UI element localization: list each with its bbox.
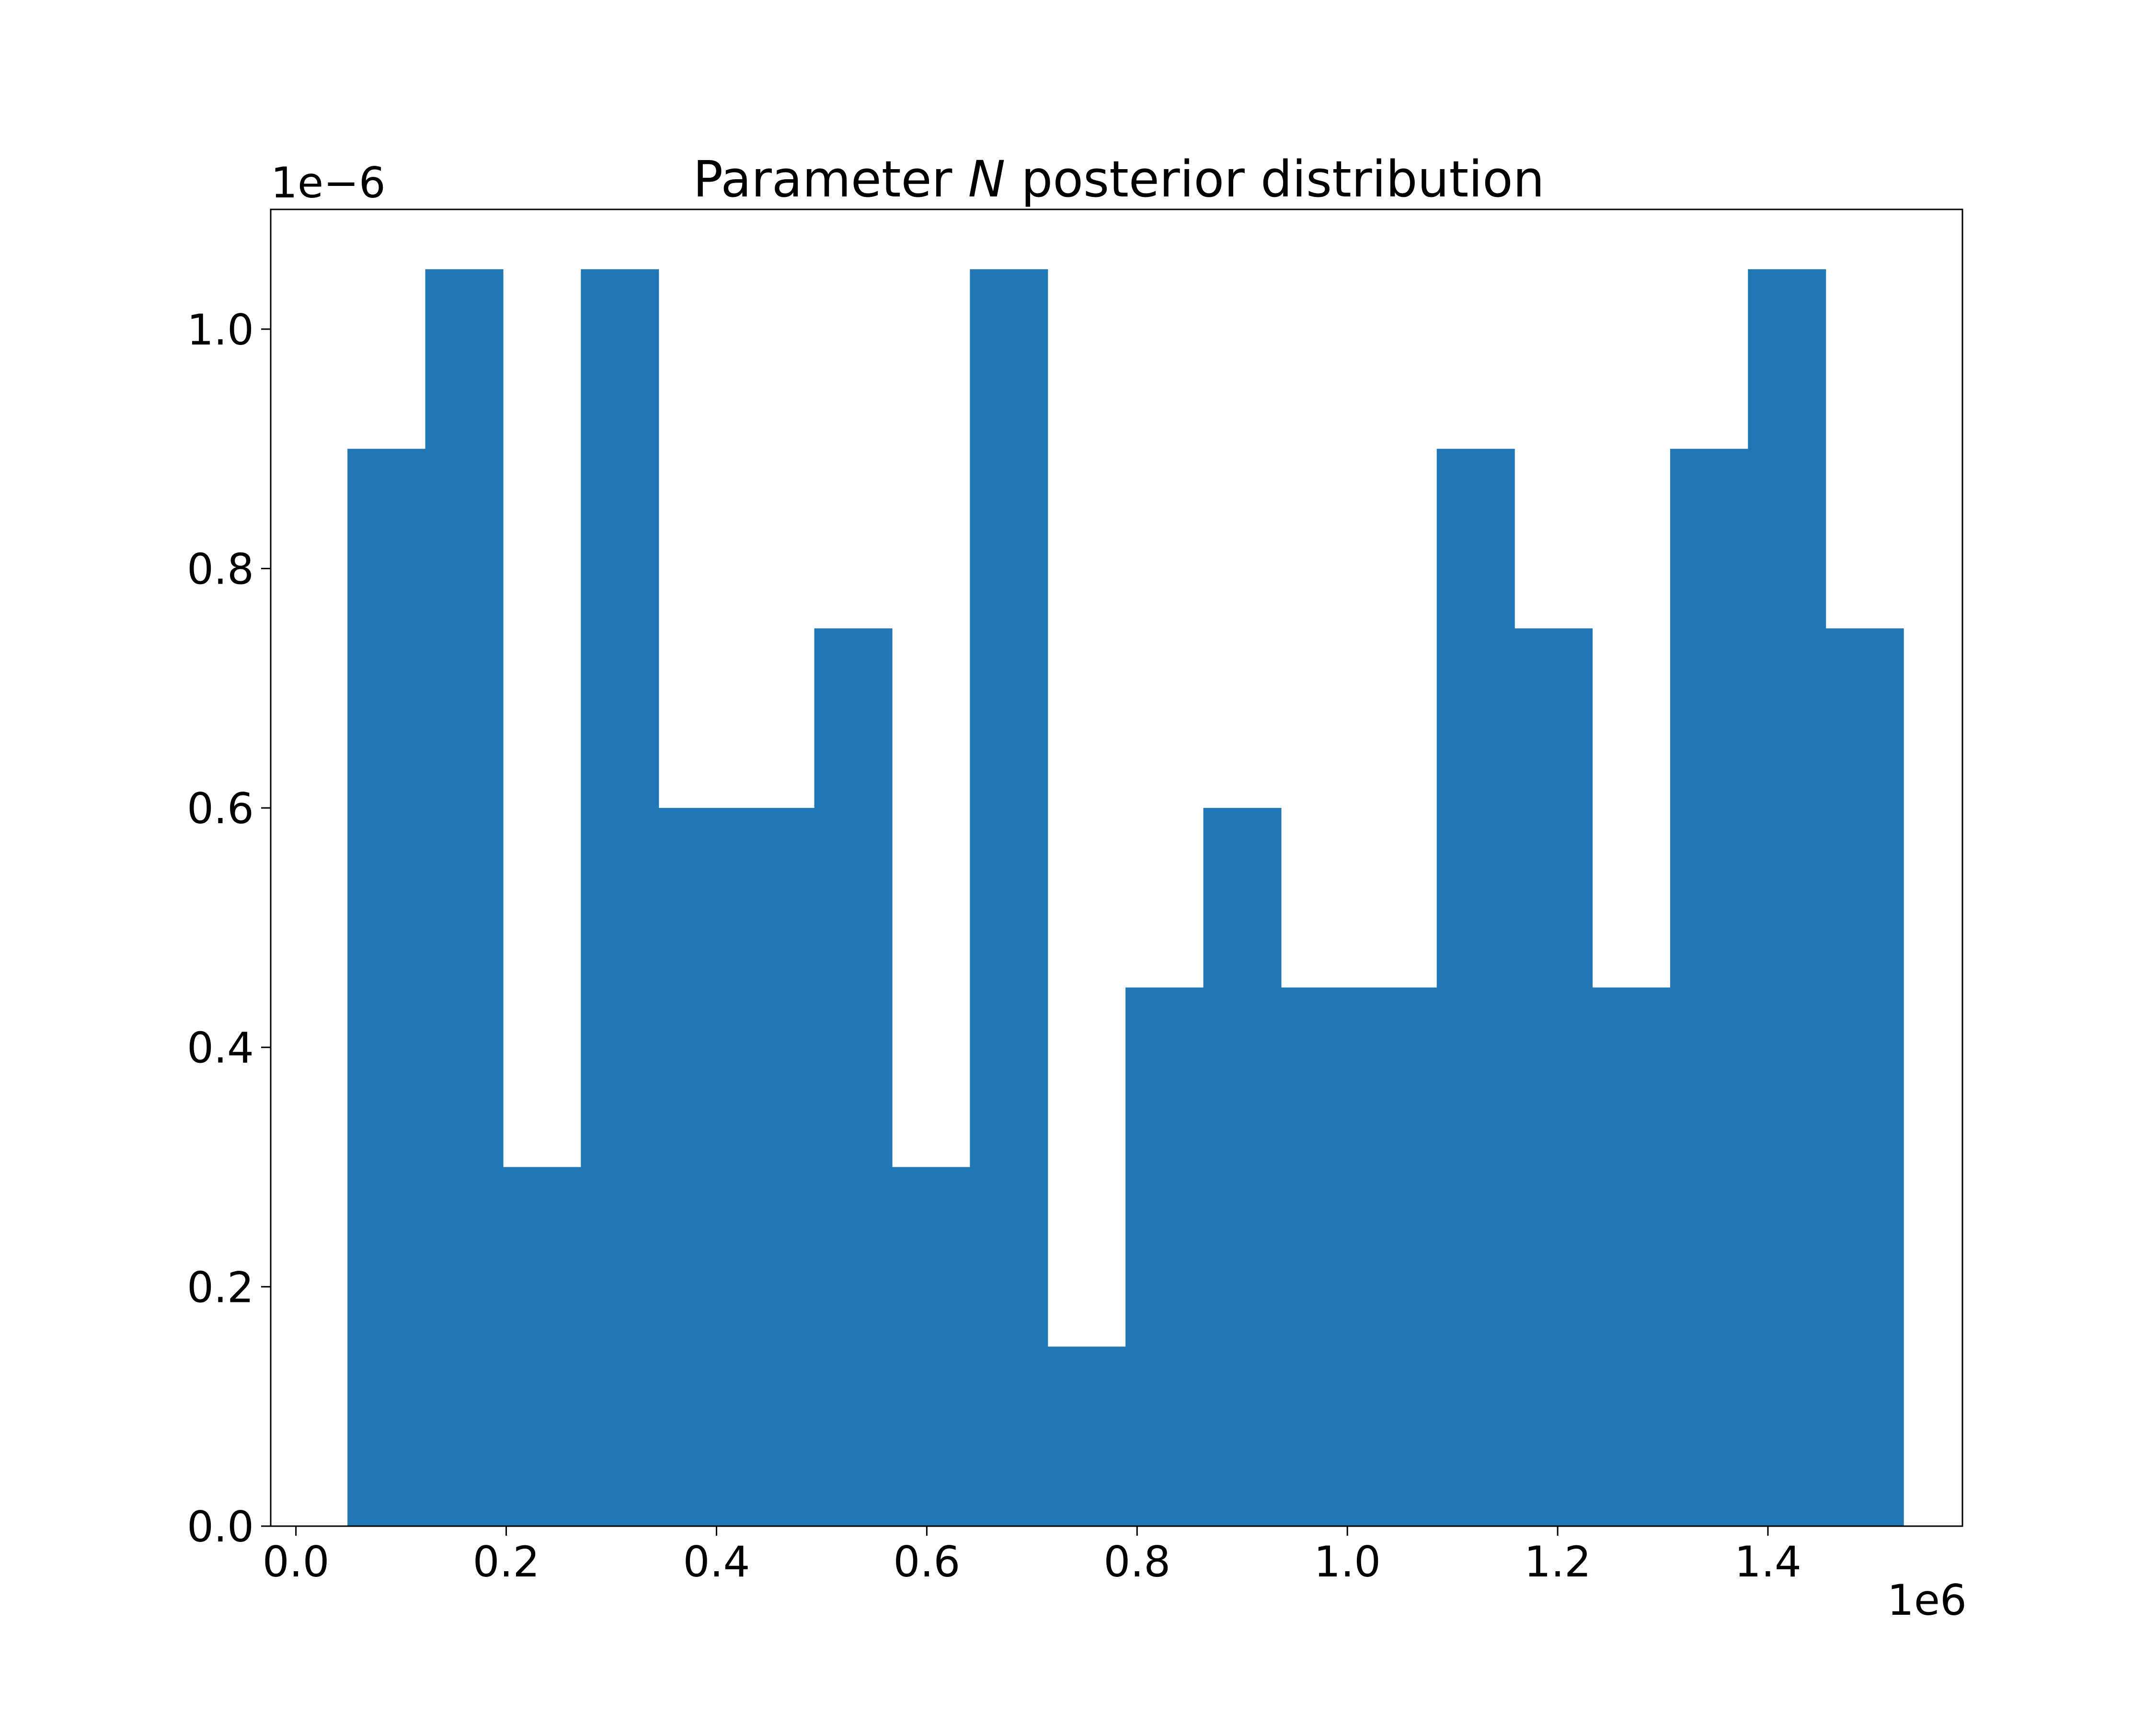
histogram-bar	[1436, 448, 1515, 1527]
x-tick-label: 0.0	[263, 1537, 330, 1587]
histogram-bar	[425, 269, 504, 1526]
histogram-bar	[347, 448, 426, 1527]
histogram-bar	[1514, 628, 1593, 1526]
histogram-bar	[892, 1167, 970, 1526]
histogram-bar	[658, 808, 737, 1526]
histogram-bar	[1748, 269, 1826, 1526]
x-tick-label: 1.4	[1734, 1537, 1801, 1587]
title-suffix: posterior distribution	[1005, 150, 1544, 208]
y-tick-label: 0.0	[187, 1502, 254, 1552]
x-tick-label: 0.6	[893, 1537, 960, 1587]
y-axis: 0.0 0.2 0.4 0.6 0.8 1.0	[187, 305, 271, 1552]
chart-title: Parameter N posterior distribution	[693, 150, 1544, 208]
x-tick-label: 1.2	[1524, 1537, 1591, 1587]
x-offset-label: 1e6	[1887, 1576, 1967, 1625]
histogram-bar	[1592, 987, 1671, 1526]
title-prefix: Parameter	[693, 150, 968, 208]
x-tick-label: 0.4	[683, 1537, 750, 1587]
x-tick-label: 0.8	[1103, 1537, 1170, 1587]
histogram-bar	[1125, 987, 1204, 1526]
histogram-bar	[814, 628, 893, 1526]
y-tick-label: 0.6	[187, 784, 254, 833]
histogram-bar	[970, 269, 1048, 1526]
histogram-bar	[1825, 628, 1904, 1526]
y-tick-label: 0.2	[187, 1263, 254, 1312]
histogram-bar	[1359, 987, 1437, 1526]
histogram-bar	[736, 808, 815, 1526]
histogram-bar	[1281, 987, 1359, 1526]
x-tick-label: 1.0	[1314, 1537, 1381, 1587]
y-tick-label: 0.8	[187, 544, 254, 594]
y-tick-label: 1.0	[187, 305, 254, 355]
histogram-bar	[581, 269, 659, 1526]
x-axis: 0.0 0.2 0.4 0.6 0.8 1.0 1.2 1.4	[263, 1526, 1801, 1587]
plot-frame	[270, 208, 1963, 1527]
histogram-bar	[503, 1167, 581, 1526]
histogram-bar	[1670, 448, 1748, 1527]
histogram-bar	[1047, 1346, 1126, 1526]
title-symbol: N	[968, 150, 1005, 208]
histogram-bar	[1203, 808, 1282, 1526]
y-tick-label: 0.4	[187, 1024, 254, 1073]
x-tick-label: 0.2	[473, 1537, 540, 1587]
y-offset-label: 1e−6	[271, 158, 386, 207]
bars-group	[347, 269, 1904, 1527]
